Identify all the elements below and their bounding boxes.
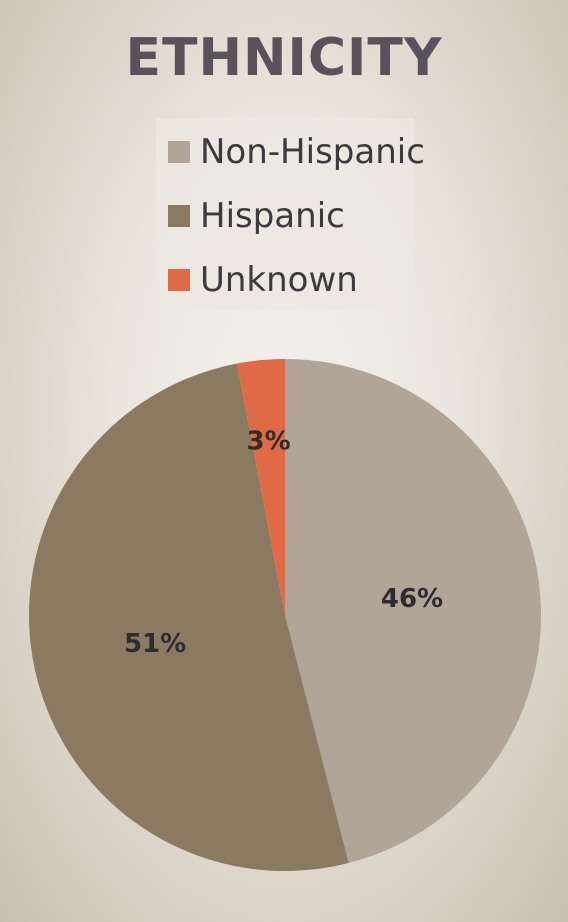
legend-item-non-hispanic: Non-Hispanic bbox=[168, 132, 425, 172]
pie-slice-non-hispanic bbox=[285, 359, 541, 863]
chart-title: ETHNICITY bbox=[125, 28, 443, 88]
chart-legend: Non-Hispanic Hispanic Unknown bbox=[156, 118, 425, 310]
legend-swatch-non-hispanic bbox=[168, 141, 190, 163]
slice-label-hispanic: 51% bbox=[124, 629, 186, 659]
legend-label-hispanic: Hispanic bbox=[200, 196, 345, 236]
legend-label-unknown: Unknown bbox=[200, 260, 358, 300]
legend-item-hispanic: Hispanic bbox=[168, 196, 345, 236]
legend-item-unknown: Unknown bbox=[168, 260, 358, 300]
pie-slice-hispanic bbox=[28, 363, 349, 871]
pie-slice-unknown bbox=[237, 359, 285, 615]
slice-label-non-hispanic: 46% bbox=[381, 584, 443, 614]
legend-swatch-unknown bbox=[168, 269, 190, 291]
slice-label-unknown: 3% bbox=[247, 427, 291, 457]
legend-label-non-hispanic: Non-Hispanic bbox=[200, 132, 425, 172]
legend-swatch-hispanic bbox=[168, 205, 190, 227]
